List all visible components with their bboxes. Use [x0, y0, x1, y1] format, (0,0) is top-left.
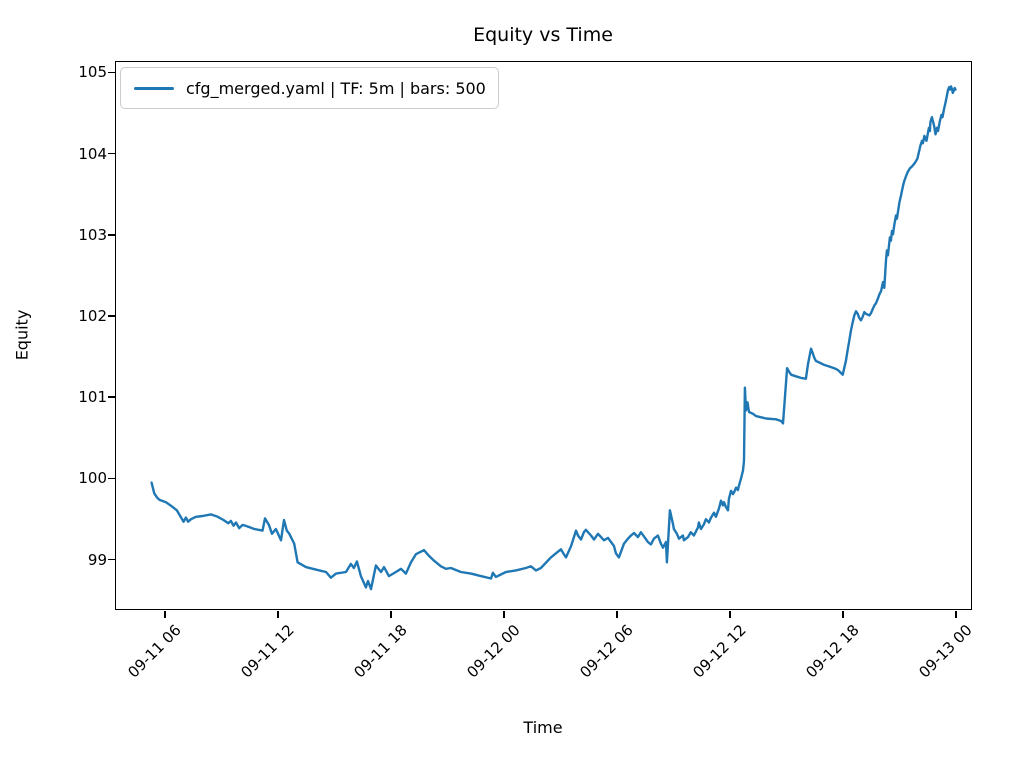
y-tick-label: 103 [78, 225, 107, 244]
y-tick-label: 99 [87, 550, 107, 569]
y-tick-label: 101 [78, 388, 107, 407]
y-tick-label: 102 [78, 307, 107, 325]
equity-line-svg [150, 85, 957, 591]
x-tick-label: 09-13 00 [915, 621, 976, 682]
y-tick-mark [108, 152, 115, 155]
y-tick-mark [108, 558, 115, 561]
y-tick-label: 100 [78, 469, 107, 488]
plot-area [115, 61, 972, 610]
x-tick-label: 09-12 06 [576, 621, 637, 682]
y-tick-mark [108, 315, 115, 317]
x-tick-label: 09-12 12 [689, 621, 750, 682]
x-tick-mark [955, 611, 957, 618]
y-tick-mark [108, 71, 115, 74]
x-tick-mark [164, 611, 166, 618]
x-axis-label: Time [523, 718, 563, 737]
chart-title: Equity vs Time [473, 24, 613, 46]
legend-entry-label: cfg_merged.yaml | TF: 5m | bars: 500 [186, 78, 486, 98]
x-tick-mark [616, 611, 618, 618]
y-axis-label: Equity [12, 309, 32, 361]
y-tick-mark [108, 477, 115, 480]
x-tick-mark [729, 611, 731, 618]
x-tick-mark [390, 611, 392, 618]
y-tick-mark [108, 396, 115, 398]
equity-line-path [150, 85, 957, 591]
x-tick-label: 09-11 06 [124, 621, 185, 682]
x-tick-mark [503, 611, 505, 618]
x-tick-mark [842, 611, 844, 618]
x-tick-label: 09-11 12 [237, 621, 298, 682]
legend-box: cfg_merged.yaml | TF: 5m | bars: 500 [120, 67, 499, 109]
x-tick-mark [277, 611, 279, 618]
y-tick-mark [108, 234, 115, 236]
y-tick-label: 104 [78, 144, 107, 163]
y-tick-label: 105 [78, 63, 107, 82]
x-tick-label: 09-12 18 [802, 621, 863, 682]
x-tick-label: 09-12 00 [463, 621, 524, 682]
x-tick-label: 09-11 18 [350, 621, 411, 682]
legend-line-sample-icon [134, 86, 174, 90]
